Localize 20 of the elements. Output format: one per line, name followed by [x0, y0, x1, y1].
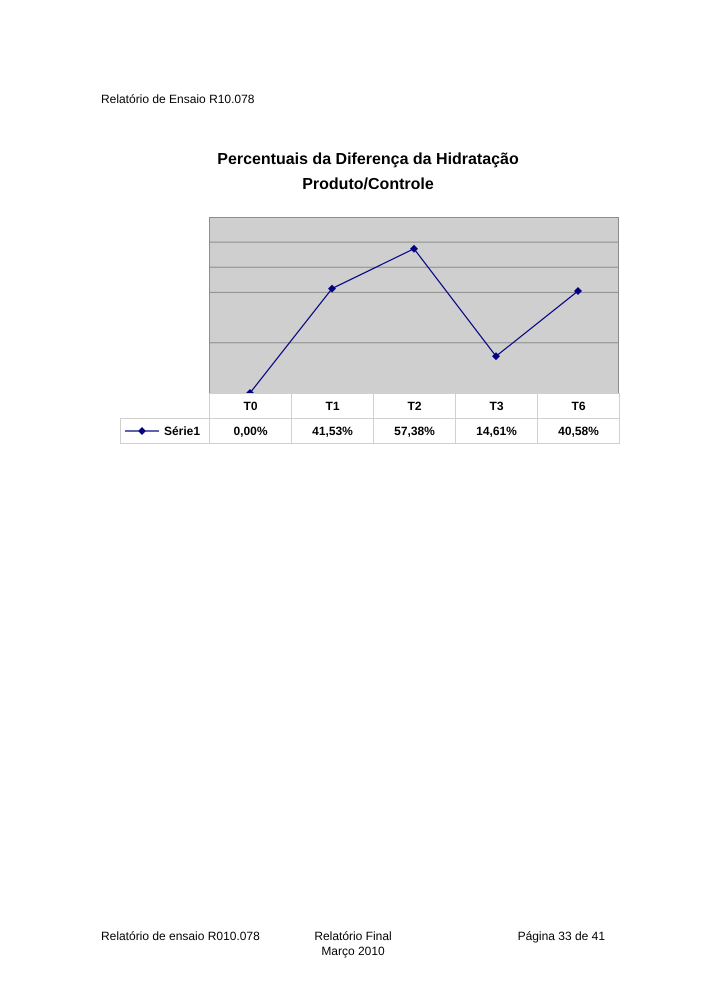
data-label: 14,61%: [455, 418, 538, 444]
chart-title: Percentuais da Diferença da Hidratação Produto/Controle: [216, 150, 520, 195]
point: [410, 244, 418, 253]
data-label: 41,53%: [291, 418, 374, 444]
text: Relatório Final Março 2010: [313, 929, 393, 959]
point: [328, 284, 336, 293]
x-tick-label: T1: [291, 393, 374, 419]
x-tick-label: T6: [537, 393, 620, 419]
text: Relatório de ensaio R010.078: [101, 929, 260, 944]
x-tick-label: T2: [373, 393, 456, 419]
data-label: 0,00%: [209, 418, 292, 444]
text: Relatório de Ensaio R10.078: [101, 92, 254, 107]
data-label: 57,38%: [373, 418, 456, 444]
data-label: 40,58%: [537, 418, 620, 444]
legend-label: Série1: [164, 424, 200, 438]
point: [492, 352, 500, 360]
text: Página 33 de 41: [516, 929, 605, 944]
x-tick-label: T0: [209, 393, 292, 419]
x-tick-label: T3: [455, 393, 538, 419]
point: [574, 286, 582, 295]
